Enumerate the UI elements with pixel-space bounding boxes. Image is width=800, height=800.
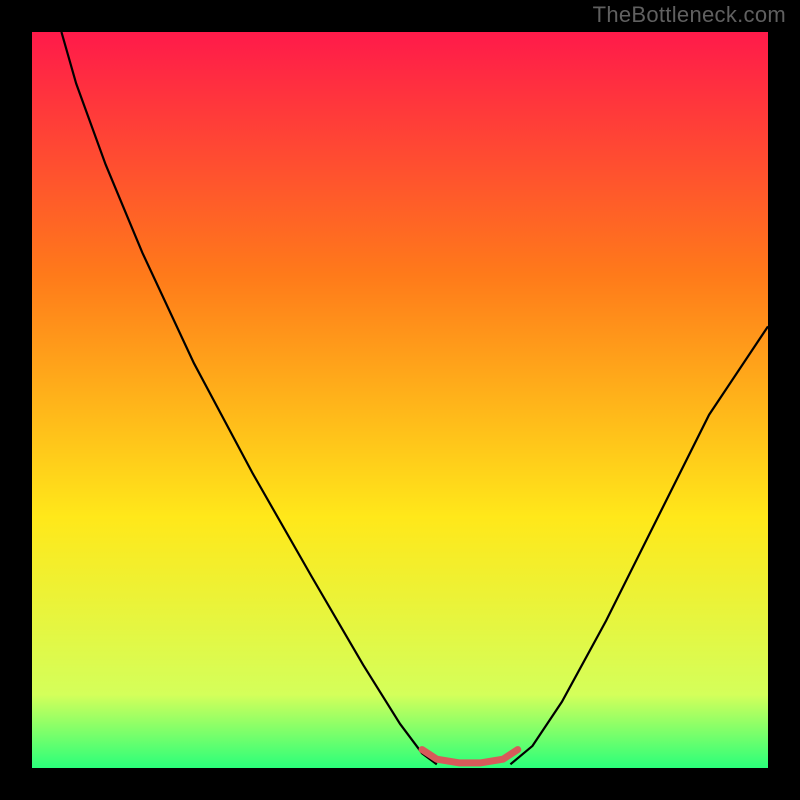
plot-area bbox=[32, 32, 768, 768]
left-curve bbox=[61, 32, 436, 764]
chart-frame: TheBottleneck.com bbox=[0, 0, 800, 800]
watermark-text: TheBottleneck.com bbox=[593, 2, 786, 28]
curve-layer bbox=[32, 32, 768, 768]
bottom-highlight bbox=[422, 750, 518, 763]
right-curve bbox=[510, 326, 768, 764]
